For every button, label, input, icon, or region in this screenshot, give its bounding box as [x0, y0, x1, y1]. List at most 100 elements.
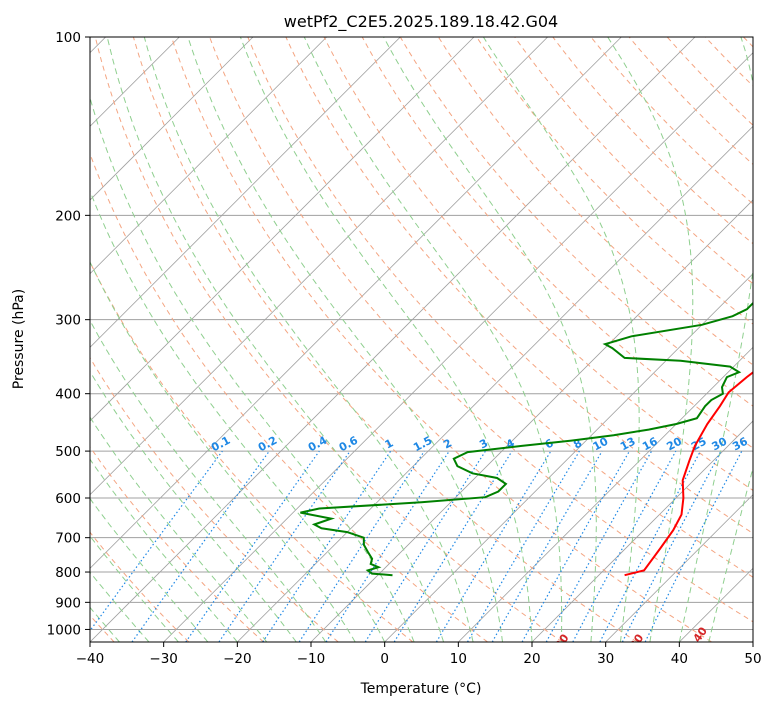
isotherm-line	[605, 494, 753, 642]
mixing-ratio-label: 13	[618, 435, 638, 454]
moist-adiabat-line	[106, 37, 445, 642]
x-tick-label: 10	[450, 651, 467, 667]
mixing-ratio-line	[393, 450, 513, 642]
mixing-ratio-line	[185, 450, 320, 642]
moist-adiabat-line	[383, 37, 597, 642]
moist-adiabat-line	[90, 260, 356, 642]
dry-adiabat-line	[94, 37, 563, 642]
moist-adiabat-line	[90, 535, 179, 642]
dry-adiabat-line	[247, 37, 753, 578]
temperature-profile-line	[624, 371, 753, 577]
x-tick-label: 20	[523, 651, 540, 667]
moist-adiabat-line	[607, 37, 694, 642]
mixing-ratio-label: 16	[640, 435, 660, 454]
dry-adiabat-line	[90, 446, 264, 642]
plot-frame	[89, 36, 754, 643]
y-axis: 100 200 300 400 500 600 700 800 900 1000	[47, 30, 90, 638]
dry-adiabat-line	[132, 37, 638, 642]
y-tick-label: 500	[55, 444, 81, 460]
y-tick-label: 800	[55, 565, 81, 581]
moist-adiabat-line	[90, 497, 209, 642]
dry-adiabat-label: 0	[11, 30, 26, 44]
isotherm-line	[90, 37, 475, 422]
moist-adiabat-line	[482, 37, 640, 642]
isotherm-line	[310, 199, 753, 642]
moist-adiabat-line	[143, 37, 474, 642]
isotherm-line	[90, 37, 401, 348]
dry-adiabat-line	[399, 37, 753, 407]
moist-adiabat-line	[239, 37, 533, 642]
mixing-ratio-line	[545, 450, 653, 642]
x-tick-label: 50	[744, 651, 761, 667]
dry-adiabat-line	[552, 37, 753, 245]
mixing-ratio-line	[521, 450, 631, 642]
dry-adiabat-line	[704, 37, 753, 87]
isotherm-line	[679, 567, 753, 642]
y-tick-label: 900	[55, 595, 81, 611]
moist-adiabat-line	[90, 370, 297, 642]
y-tick-label: 400	[55, 387, 81, 403]
y-axis-label: Pressure (hPa)	[11, 289, 27, 389]
x-tick-label: −10	[297, 651, 326, 667]
isotherm-line	[90, 37, 548, 496]
y-tick-label: 200	[55, 208, 81, 224]
x-tick-label: 30	[597, 651, 614, 667]
mixing-ratio-line	[298, 450, 425, 642]
x-tick-label: 0	[380, 651, 389, 667]
moist-adiabat-line	[90, 189, 386, 642]
isotherm-line	[90, 37, 696, 642]
x-tick-label: 40	[671, 651, 688, 667]
dry-adiabat-line	[666, 37, 753, 126]
isotherm-line	[531, 420, 753, 642]
y-tick-label: 700	[55, 531, 81, 547]
y-tick-label: 300	[55, 313, 81, 329]
x-tick-label: −40	[76, 651, 105, 667]
mixing-ratio-line	[325, 450, 450, 642]
mixing-ratio-line	[218, 450, 351, 642]
line-labels: 0.10.20.40.611.52346810131620253036-100-…	[11, 30, 750, 651]
mixing-ratio-line	[364, 450, 486, 642]
moist-adiabat-line	[708, 466, 753, 642]
mixing-ratio-line	[131, 450, 270, 642]
moist-adiabat-line	[678, 37, 753, 642]
dry-adiabat-line	[514, 37, 753, 285]
x-tick-label: −30	[149, 651, 178, 667]
dry-adiabat-line	[361, 37, 753, 449]
isotherm-line	[458, 346, 753, 642]
moist-adiabat-line	[90, 416, 268, 642]
dry-adiabat-line	[743, 37, 753, 48]
background-lines	[90, 37, 753, 642]
dry-adiabat-label: 30	[627, 631, 647, 651]
mixing-ratio-line	[466, 450, 580, 642]
x-axis: −40 −30 −20 −10 0 10 20 30 40 50	[76, 642, 762, 667]
dewpoint-profile-line	[300, 301, 753, 577]
y-tick-label: 1000	[47, 622, 81, 638]
dry-adiabat-line	[90, 356, 339, 642]
dry-adiabat-line	[437, 37, 753, 366]
moist-adiabat-line	[187, 37, 503, 642]
mixing-ratio-label: 10	[591, 435, 611, 454]
y-tick-label: 600	[55, 491, 81, 507]
dry-adiabat-line	[90, 531, 190, 642]
isotherm-line	[163, 52, 753, 642]
isotherm-line	[90, 37, 622, 569]
mixing-ratio-label: 2	[441, 436, 454, 451]
x-tick-label: −20	[223, 651, 252, 667]
mixing-ratio-line	[262, 450, 392, 642]
dry-adiabat-line	[171, 37, 712, 642]
y-tick-label: 100	[55, 30, 81, 46]
mixing-ratio-label: 30	[710, 435, 730, 454]
isotherm-line	[90, 37, 327, 275]
mixing-ratio-line	[572, 450, 677, 642]
x-axis-label: Temperature (°C)	[360, 681, 482, 697]
moist-adiabat-line	[90, 458, 238, 642]
isotherm-line	[90, 37, 254, 201]
dry-adiabat-label: 20	[552, 631, 572, 651]
mixing-ratio-label: 4	[504, 436, 517, 451]
mixing-ratio-line	[90, 450, 223, 632]
profile-series	[300, 301, 753, 577]
mixing-ratio-line	[599, 450, 702, 642]
isotherm-line	[384, 273, 753, 642]
moist-adiabat-line	[303, 37, 563, 642]
dry-adiabat-line	[90, 152, 488, 642]
